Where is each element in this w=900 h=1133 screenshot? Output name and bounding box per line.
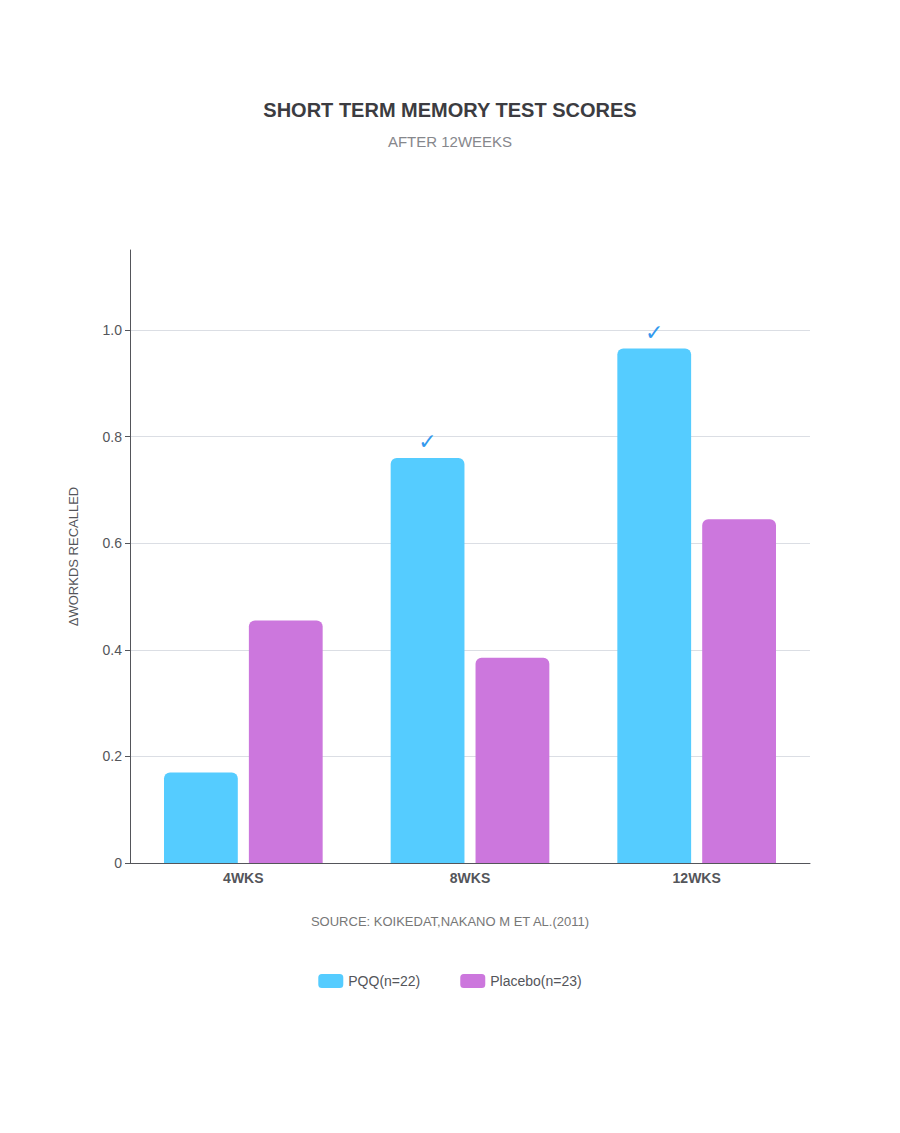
svg-text:Placebo(n=23): Placebo(n=23)	[490, 973, 581, 989]
svg-text:ΔWORKDS RECALLED: ΔWORKDS RECALLED	[66, 487, 81, 626]
svg-text:0.6: 0.6	[103, 535, 123, 551]
svg-text:4WKS: 4WKS	[223, 870, 263, 886]
svg-text:✓: ✓	[645, 320, 663, 345]
svg-text:0.4: 0.4	[103, 642, 123, 658]
svg-text:1.0: 1.0	[103, 322, 123, 338]
svg-text:12WKS: 12WKS	[673, 870, 721, 886]
svg-text:0: 0	[114, 855, 122, 871]
svg-text:8WKS: 8WKS	[450, 870, 490, 886]
svg-text:0.8: 0.8	[103, 429, 123, 445]
svg-text:✓: ✓	[418, 429, 436, 454]
svg-text:SOURCE: KOIKEDAT,NAKANO M ET A: SOURCE: KOIKEDAT,NAKANO M ET AL.(2011)	[311, 914, 589, 929]
svg-text:PQQ(n=22): PQQ(n=22)	[348, 973, 420, 989]
svg-text:0.2: 0.2	[103, 748, 123, 764]
svg-text:AFTER 12WEEKS: AFTER 12WEEKS	[388, 133, 512, 150]
svg-text:SHORT TERM MEMORY TEST SCORES: SHORT TERM MEMORY TEST SCORES	[263, 99, 636, 121]
